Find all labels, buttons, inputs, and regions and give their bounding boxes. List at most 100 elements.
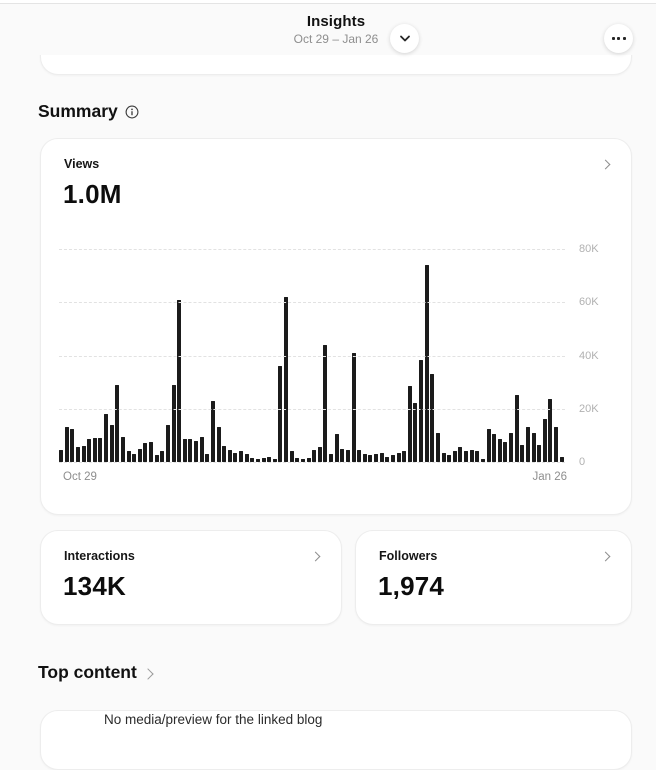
bar xyxy=(374,454,378,462)
bar xyxy=(424,264,429,462)
summary-heading-label: Summary xyxy=(38,101,118,121)
page-title: Insights xyxy=(306,13,366,30)
x-axis-labels: Oct 29 Jan 26 xyxy=(63,471,567,483)
bar xyxy=(385,456,390,462)
bar xyxy=(182,439,187,462)
gridline xyxy=(59,302,565,304)
bar xyxy=(419,359,423,462)
bar xyxy=(199,436,204,462)
bar xyxy=(329,454,333,462)
top-content-card[interactable]: No media/preview for the linked blog xyxy=(40,710,632,770)
bar xyxy=(486,428,491,462)
followers-card[interactable]: Followers 1,974 xyxy=(355,530,632,625)
bar xyxy=(87,439,92,462)
bar xyxy=(514,395,519,462)
bar xyxy=(70,428,75,462)
bar xyxy=(160,451,165,462)
gridline xyxy=(59,355,565,357)
bar xyxy=(165,424,170,462)
bar xyxy=(177,299,182,462)
info-icon[interactable] xyxy=(125,105,139,119)
bar xyxy=(149,442,153,462)
top-content-heading[interactable]: Top content xyxy=(38,662,154,683)
bar xyxy=(261,458,266,462)
bar xyxy=(492,434,497,462)
bar xyxy=(497,439,502,462)
bar xyxy=(464,451,468,462)
bar xyxy=(115,384,120,462)
more-options-button[interactable] xyxy=(604,24,633,53)
bar xyxy=(345,450,350,462)
date-range-dropdown-button[interactable] xyxy=(390,24,419,53)
y-tick-label: 60K xyxy=(579,296,599,309)
bar xyxy=(104,414,108,462)
interactions-value: 134K xyxy=(63,571,126,601)
top-divider xyxy=(0,0,656,4)
bar xyxy=(503,442,508,462)
followers-label: Followers xyxy=(379,549,438,563)
y-tick-label: 20K xyxy=(579,402,599,415)
bar xyxy=(239,451,243,462)
bar xyxy=(452,451,457,462)
chevron-right-icon xyxy=(142,667,154,680)
bar xyxy=(278,366,283,462)
date-range-label: Oct 29 – Jan 26 xyxy=(293,32,379,46)
bar xyxy=(64,427,69,462)
bar xyxy=(441,452,446,462)
bar xyxy=(312,450,317,462)
bar xyxy=(267,456,272,462)
bar xyxy=(413,403,418,462)
bar xyxy=(132,454,137,462)
bar xyxy=(216,427,221,462)
bar xyxy=(109,424,114,462)
bar xyxy=(379,452,384,462)
bar xyxy=(300,459,305,462)
bar xyxy=(509,432,513,462)
bar xyxy=(458,447,463,462)
interactions-card[interactable]: Interactions 134K xyxy=(40,530,342,625)
bar xyxy=(205,454,210,462)
bar xyxy=(340,448,345,462)
bar xyxy=(542,419,547,462)
bar xyxy=(525,427,530,462)
bar xyxy=(222,446,227,462)
bar xyxy=(469,450,474,462)
views-card[interactable]: Views 1.0M 80K 60K 40K 20K 0 Oct 29 Jan 26 xyxy=(40,138,632,515)
bar xyxy=(295,458,300,462)
bar xyxy=(559,456,564,462)
summary-heading: Summary xyxy=(38,101,139,122)
bar xyxy=(334,434,339,462)
bar xyxy=(362,454,367,462)
bar xyxy=(81,446,86,462)
insights-header: Insights Oct 29 – Jan 26 xyxy=(0,5,656,55)
bar xyxy=(154,455,159,462)
bar xyxy=(480,459,485,462)
interactions-label: Interactions xyxy=(64,549,135,563)
bar xyxy=(289,451,294,462)
gridline xyxy=(59,408,565,410)
bar xyxy=(98,438,103,462)
top-content-heading-label: Top content xyxy=(38,662,137,682)
views-value: 1.0M xyxy=(63,179,122,209)
bar xyxy=(120,436,125,462)
bar xyxy=(92,438,97,462)
bar xyxy=(520,444,525,462)
y-tick-label: 40K xyxy=(579,349,599,362)
bar xyxy=(137,448,142,462)
chevron-right-icon xyxy=(310,551,321,562)
bar xyxy=(171,384,176,462)
bar xyxy=(317,447,322,462)
bar xyxy=(244,454,249,462)
y-axis-ticks: 80K 60K 40K 20K 0 xyxy=(579,243,625,468)
bar xyxy=(430,374,435,462)
bar xyxy=(284,296,288,462)
chevron-right-icon xyxy=(600,551,611,562)
y-tick-label: 0 xyxy=(579,456,586,468)
bar xyxy=(435,432,440,462)
followers-value: 1,974 xyxy=(378,571,445,601)
bar xyxy=(368,455,373,462)
bar xyxy=(143,443,148,462)
bar xyxy=(396,452,401,462)
views-label: Views xyxy=(64,157,100,171)
bar xyxy=(447,455,452,462)
